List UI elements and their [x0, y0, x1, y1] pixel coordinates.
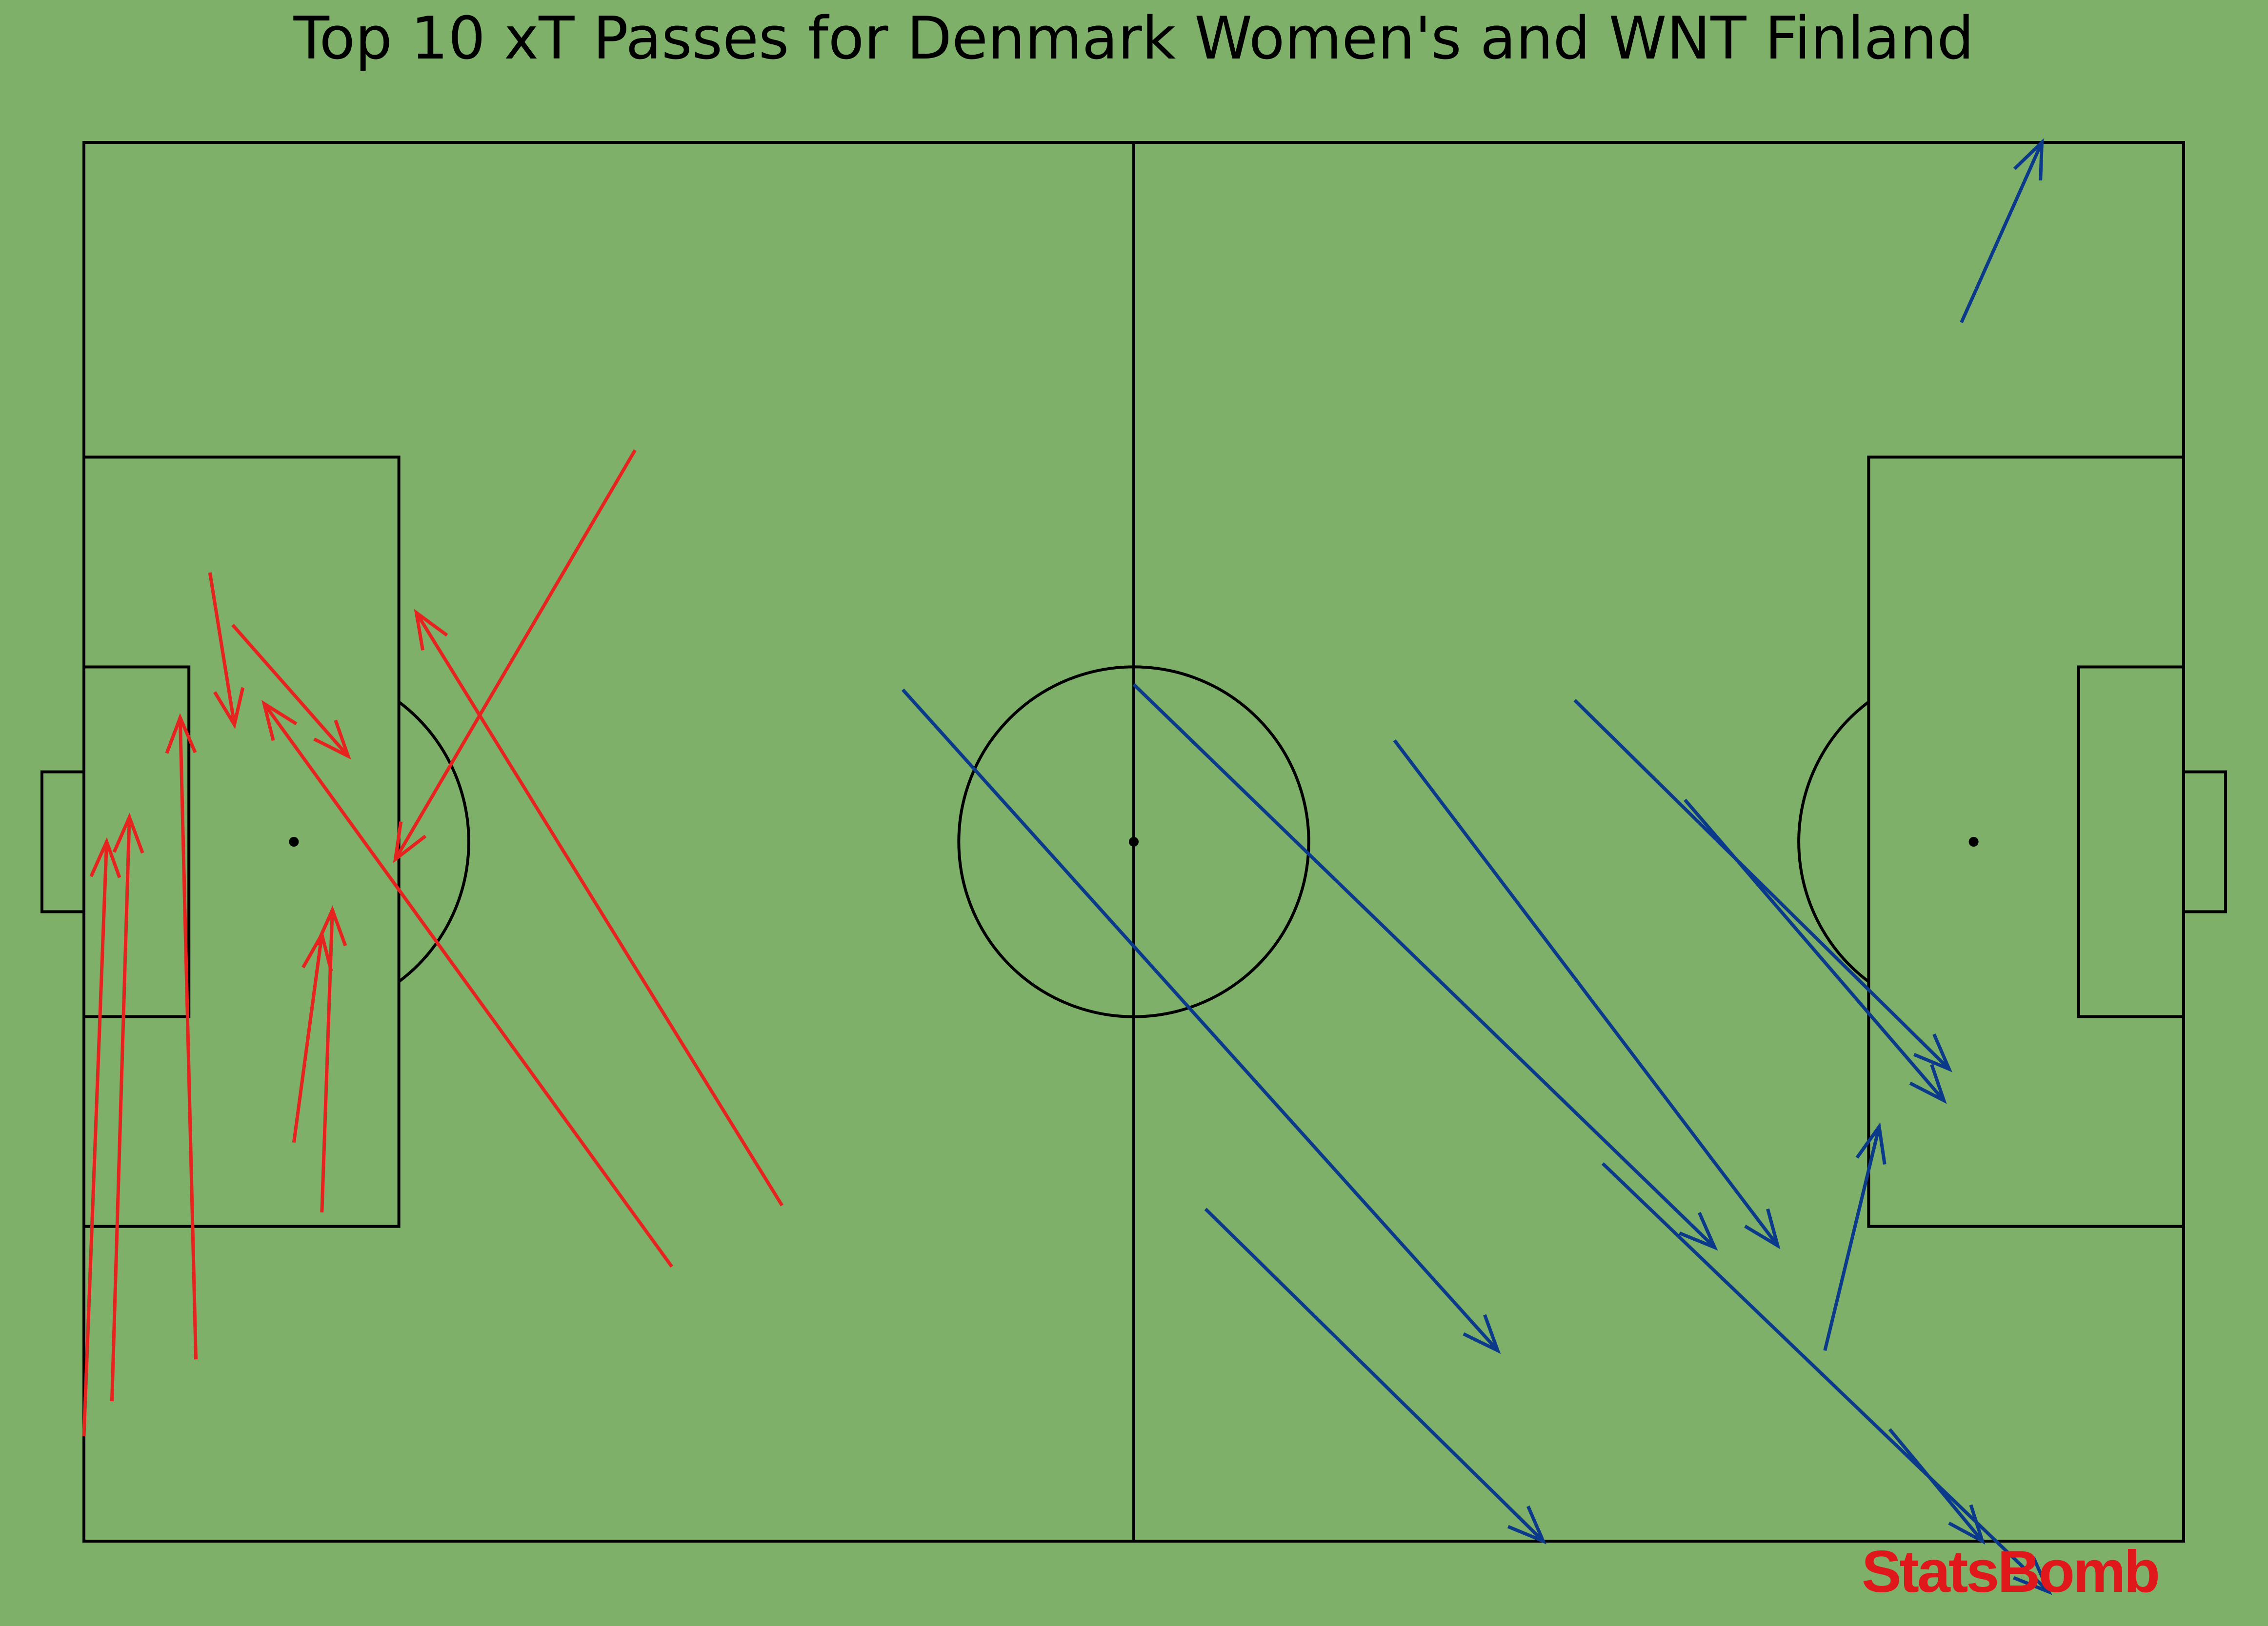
pass-arrow-1-6: [208, 572, 245, 730]
arrow-head: [261, 700, 298, 741]
statsbomb-logo: StatsBomb: [1862, 1538, 2158, 1605]
arrow-head: [393, 821, 427, 863]
arrow-head: [1909, 1064, 1947, 1104]
pass-line: [82, 841, 109, 1437]
pass-line: [1573, 699, 1950, 1071]
pass-arrow-1-8: [414, 609, 784, 1207]
pass-arrow-1-1: [82, 837, 121, 1437]
pass-line: [262, 702, 673, 1268]
pass-line: [110, 817, 131, 1402]
arrow-head: [1679, 1211, 1718, 1251]
pass-arrow-2-5: [1132, 683, 1718, 1251]
pass-line: [1393, 739, 1779, 1247]
right-goal: [2182, 770, 2228, 913]
left-penalty-arc: [398, 700, 470, 983]
arrow-head: [313, 719, 351, 760]
pass-line: [1204, 1208, 1545, 1543]
pass-arrow-2-4: [1573, 699, 1953, 1072]
arrow-head: [89, 837, 121, 878]
arrow-head: [2013, 138, 2044, 181]
pass-arrow-1-2: [110, 813, 144, 1402]
arrow-head: [1913, 1033, 1953, 1072]
centre-spot: [1129, 837, 1139, 847]
pass-arrows: [82, 138, 2052, 1595]
pass-arrow-2-2: [1960, 138, 2044, 323]
left-penalty-spot: [289, 837, 299, 847]
arrow-head: [165, 713, 197, 754]
pass-line: [394, 449, 637, 860]
pass-arrow-2-7: [901, 688, 1501, 1354]
right-penalty-spot: [1968, 837, 1979, 847]
pass-line: [1960, 141, 2044, 323]
arrow-head: [1744, 1208, 1781, 1249]
pass-arrow-1-10: [393, 449, 637, 863]
arrow-head: [213, 687, 245, 730]
arrow-head: [1463, 1314, 1501, 1354]
arrow-head: [414, 609, 448, 651]
arrow-head: [301, 930, 333, 972]
pass-line: [292, 934, 324, 1143]
arrow-head: [1948, 1504, 1986, 1545]
pass-line: [901, 688, 1499, 1352]
pass-arrow-2-10: [1393, 739, 1781, 1249]
chart-title: Top 10 xT Passes for Denmark Women's and…: [293, 5, 1974, 73]
football-pitch: [40, 141, 2228, 1543]
arrow-head: [1507, 1506, 1546, 1545]
pass-arrow-2-6: [1204, 1208, 1546, 1545]
pass-line: [208, 572, 236, 725]
pass-line: [1601, 1162, 2050, 1593]
pass-arrow-2-9: [1823, 1122, 1887, 1351]
arrow-head: [2013, 1556, 2052, 1595]
pass-arrow-1-5: [292, 930, 333, 1143]
pass-line: [1132, 683, 1716, 1249]
pass-line: [320, 910, 334, 1213]
right-penalty-arc: [1797, 700, 1870, 983]
pass-arrow-1-7: [231, 624, 351, 760]
pass-line: [1823, 1126, 1881, 1351]
arrow-head: [1855, 1122, 1887, 1165]
pass-arrow-2-8: [1601, 1162, 2052, 1595]
pass-line: [178, 717, 198, 1360]
pass-arrow-1-9: [261, 700, 673, 1268]
pass-line: [231, 624, 350, 757]
pass-arrow-1-3: [165, 713, 198, 1360]
arrow-head: [112, 813, 144, 854]
centre-circle: [957, 665, 1310, 1018]
left-goal: [40, 770, 85, 913]
pass-line: [415, 612, 784, 1207]
